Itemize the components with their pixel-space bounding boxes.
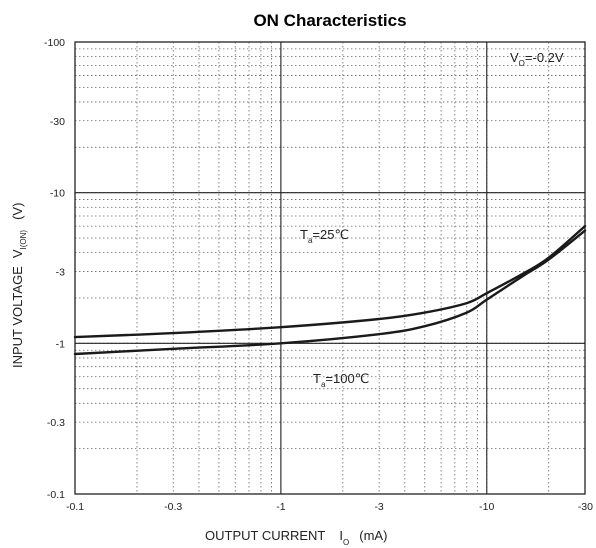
y-tick-label: -10 [50, 188, 65, 200]
x-tick-label: -0.3 [164, 501, 182, 513]
y-tick-label: -30 [50, 116, 65, 128]
x-tick-label: -10 [479, 501, 494, 513]
y-tick-labels: -100 -30 -10 -3 -1 -0.3 -0.1 [44, 37, 65, 501]
series-line-25c [73, 229, 587, 356]
chart-title: ON Characteristics [253, 11, 406, 30]
series-label-25c: Ta=25℃ [300, 227, 349, 245]
x-tick-label: -3 [374, 501, 383, 513]
x-tick-label: -30 [578, 501, 593, 513]
y-tick-label: -3 [56, 266, 65, 278]
series-label-100c: Ta=100℃ [313, 371, 369, 389]
data-curves [73, 224, 587, 356]
plot-frame [74, 41, 586, 495]
y-axis-label: INPUT VOLTAGEVI(ON)(V) [10, 203, 28, 368]
x-tick-label: -0.1 [66, 501, 84, 513]
y-tick-label: -0.3 [47, 417, 65, 429]
y-tick-label: -0.1 [47, 489, 65, 501]
x-tick-label: -1 [276, 501, 285, 513]
x-tick-labels: -0.1 -0.3 -1 -3 -10 -30 [66, 501, 593, 513]
condition-label: VO=-0.2V [510, 50, 564, 68]
grid [74, 41, 586, 495]
x-axis-label: OUTPUT CURRENT IO (mA) [205, 528, 387, 547]
series-line-100c [73, 224, 587, 339]
y-tick-label: -1 [56, 338, 65, 350]
y-tick-label: -100 [44, 37, 65, 49]
